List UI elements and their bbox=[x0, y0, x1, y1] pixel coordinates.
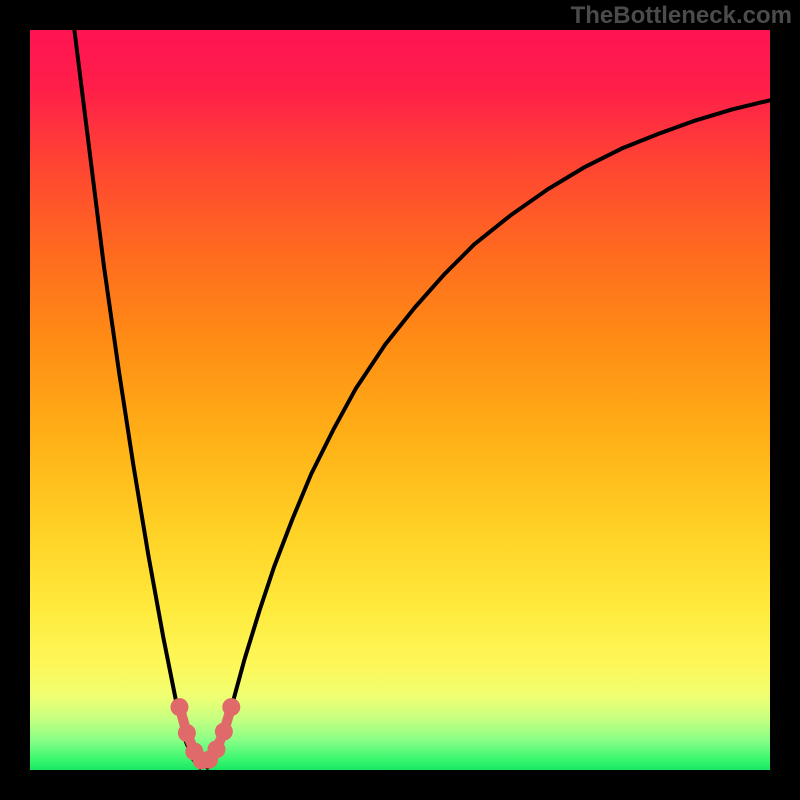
marker-bead bbox=[207, 740, 225, 758]
marker-chain bbox=[170, 698, 240, 769]
marker-bead bbox=[215, 723, 233, 741]
chart-svg bbox=[30, 30, 770, 770]
marker-bead bbox=[222, 698, 240, 716]
curve-left-branch bbox=[74, 30, 200, 768]
watermark-text: TheBottleneck.com bbox=[571, 2, 792, 30]
chart-frame: TheBottleneck.com bbox=[0, 0, 800, 800]
marker-bead bbox=[170, 698, 188, 716]
chart-inner bbox=[30, 30, 770, 770]
curve-right-branch bbox=[208, 100, 770, 767]
marker-bead bbox=[178, 724, 196, 742]
